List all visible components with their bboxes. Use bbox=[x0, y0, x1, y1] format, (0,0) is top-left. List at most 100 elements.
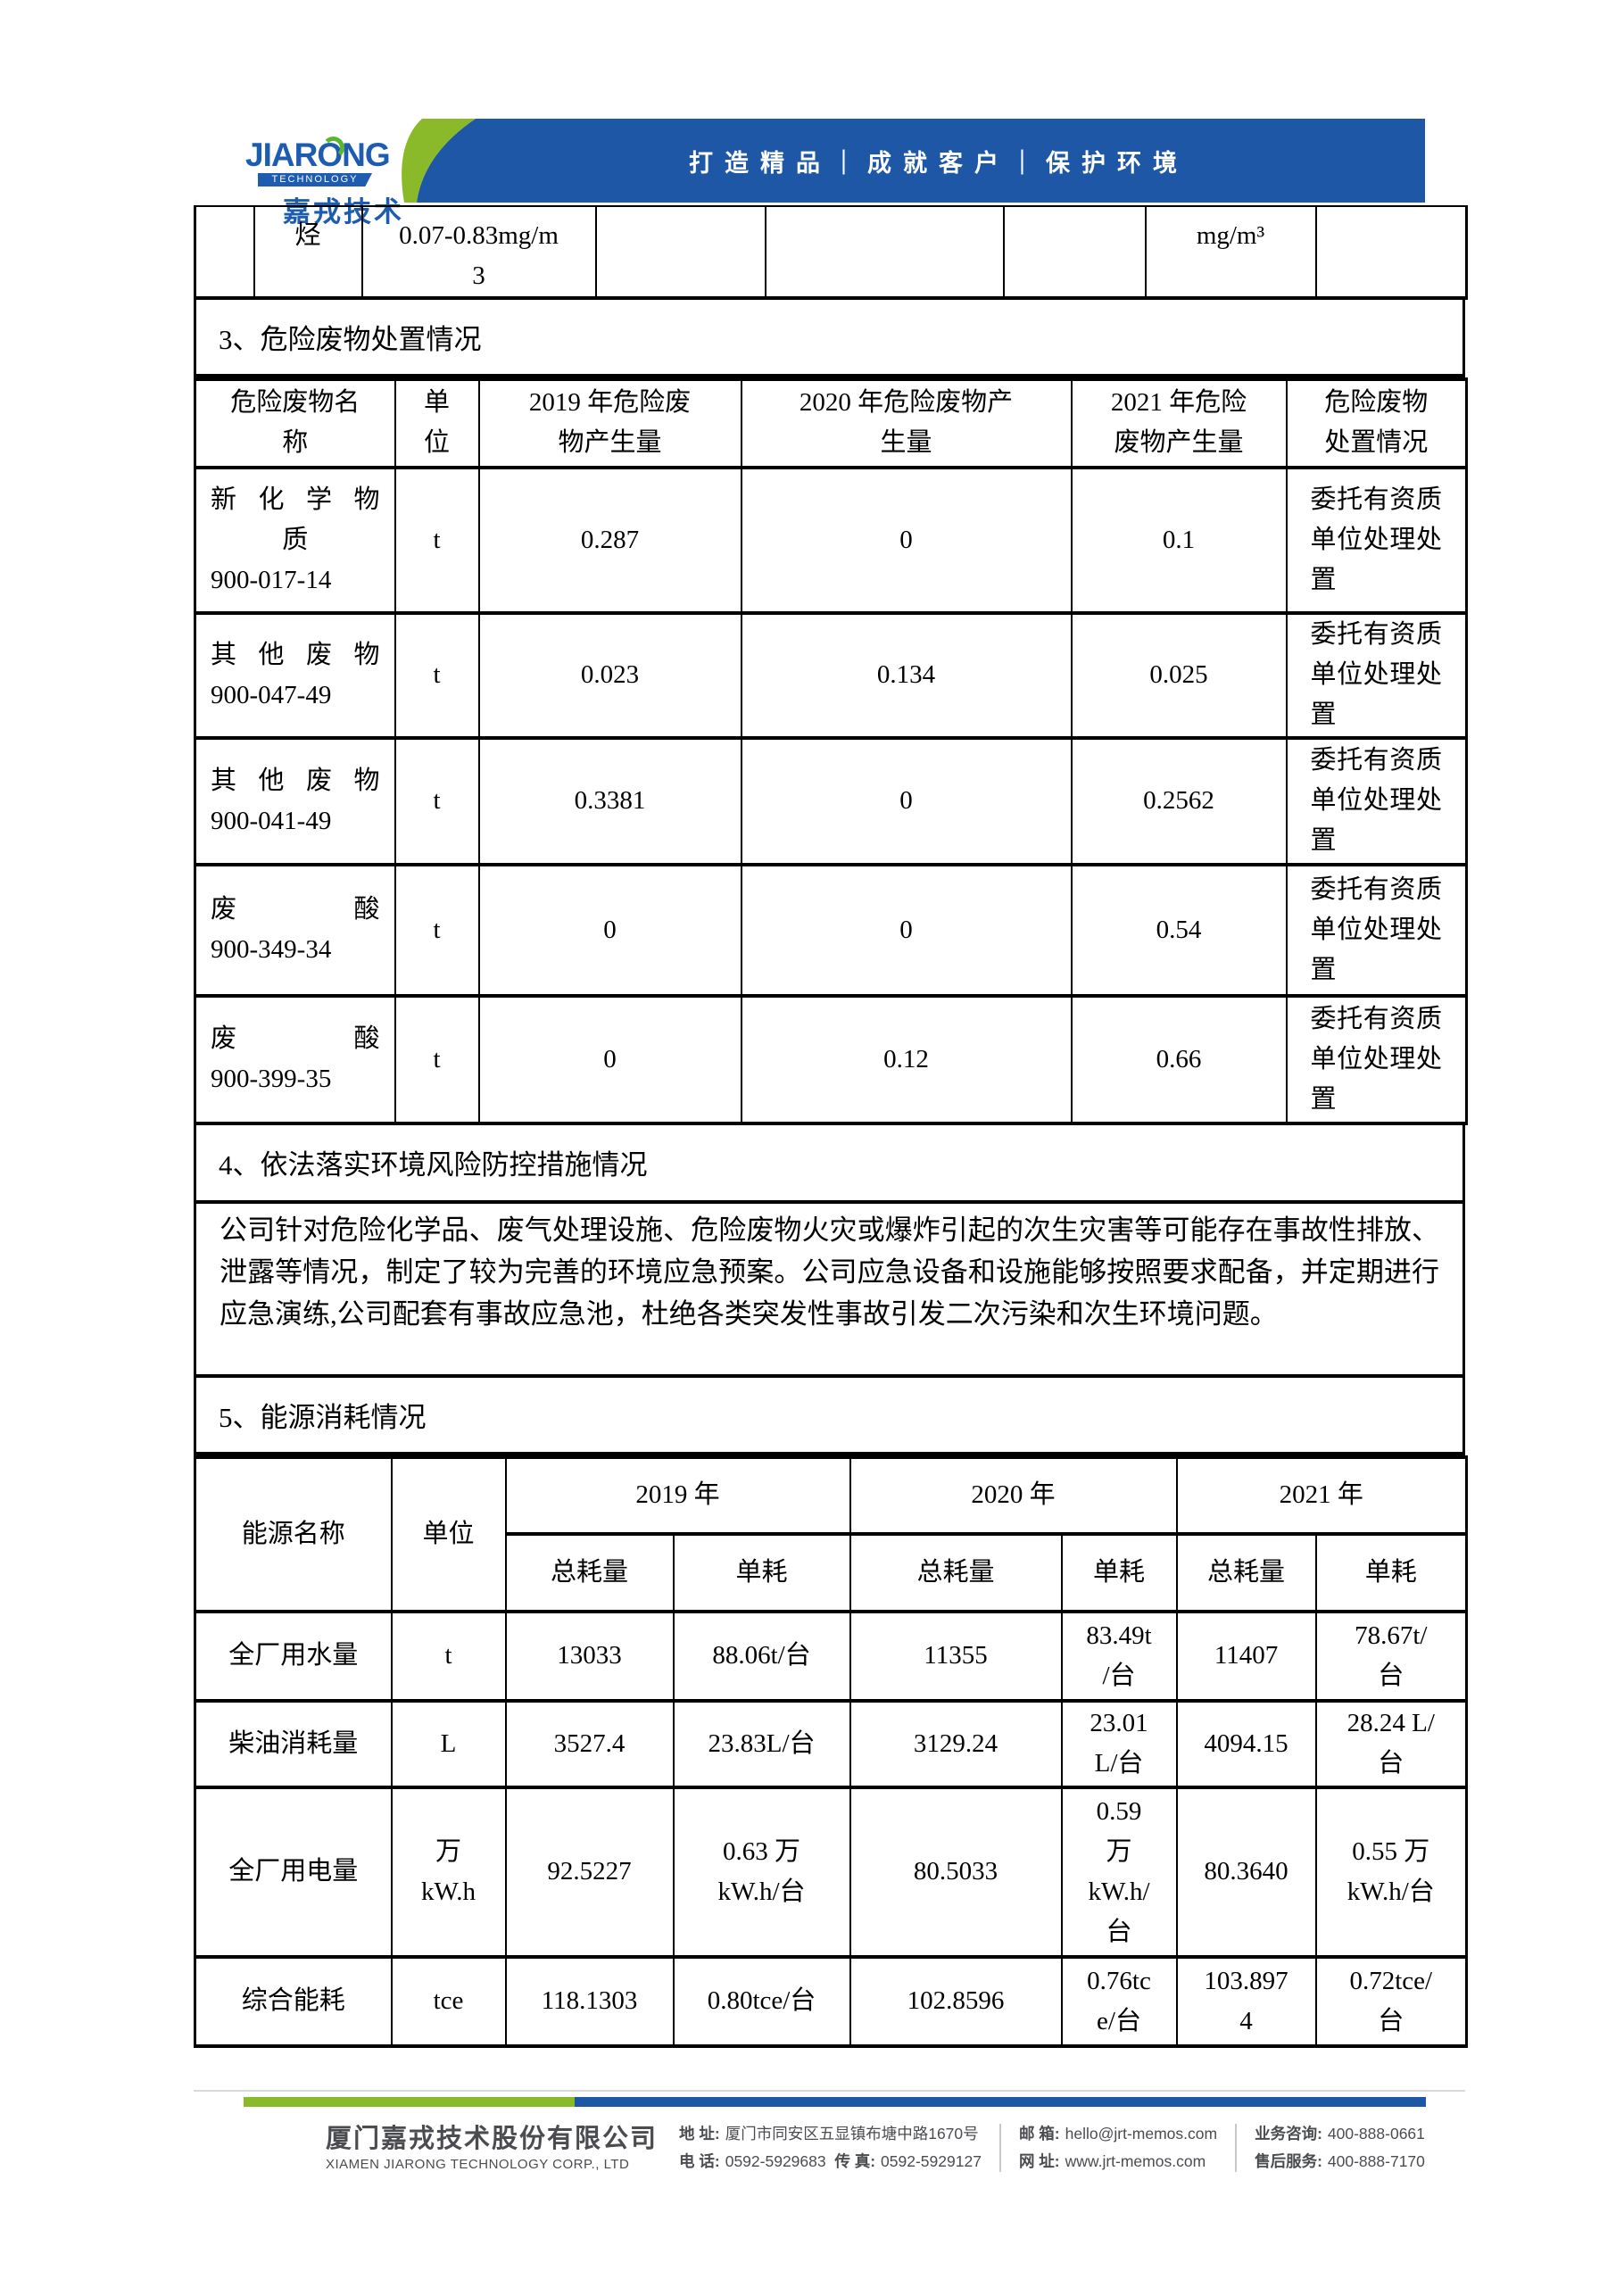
cell-per-2021: 28.24 L/ 台 bbox=[1314, 1698, 1468, 1789]
cell-energy-name: 全厂用电量 bbox=[194, 1785, 393, 1959]
table-row: 全厂用水量 t 13033 88.06t/台 11355 83.49t /台 1… bbox=[194, 1609, 1468, 1703]
cell-per-2021: 78.67t/ 台 bbox=[1314, 1609, 1468, 1703]
cell-per-2020: 83.49t /台 bbox=[1060, 1609, 1178, 1703]
cell-disposal: 委托有资质单位处理处置 bbox=[1285, 862, 1468, 998]
website-label: 网 址: bbox=[1018, 2152, 1060, 2170]
email-label: 邮 箱: bbox=[1018, 2125, 1060, 2143]
carryover-table: 烃 0.07-0.83mg/m 3 mg/m³ bbox=[194, 205, 1468, 300]
banner-slogan: 打造精品｜成就客户｜保护环境 bbox=[689, 149, 1189, 177]
cell-waste-name: 废 酸 900-349-34 bbox=[194, 862, 396, 998]
cell-total-2021: 4094.15 bbox=[1175, 1698, 1317, 1789]
cell-unit: t bbox=[394, 735, 480, 866]
footer-service-line: 售后服务: 400-888-7170 bbox=[1255, 2148, 1425, 2176]
col-header-waste-name: 危险废物名 称 bbox=[194, 377, 396, 469]
section3-title: 3、危险废物处置情况 bbox=[194, 299, 1465, 377]
cell-2020: 0 bbox=[740, 465, 1073, 615]
footer-contact-hotline-group: 业务咨询: 400-888-0661 售后服务: 400-888-7170 bbox=[1255, 2120, 1425, 2176]
col-header-unit: 单 位 bbox=[394, 377, 480, 469]
cell-unit: t bbox=[390, 1609, 507, 1703]
table-row: 废 酸 900-399-35 t 0 0.12 0.66 委托有资质单位处理处置 bbox=[194, 993, 1468, 1125]
cell-empty bbox=[594, 205, 766, 300]
footer-business-line: 业务咨询: 400-888-0661 bbox=[1255, 2120, 1425, 2148]
cell-energy-name: 综合能耗 bbox=[194, 1954, 393, 2048]
phone-label: 电 话: bbox=[679, 2152, 720, 2170]
cell-2020: 0 bbox=[740, 862, 1073, 998]
footer-address-line: 地 址: 厦门市同安区五显镇布塘中路1670号 bbox=[679, 2120, 982, 2148]
col-header-total-2020: 总耗量 bbox=[849, 1531, 1063, 1613]
cell-per-2020: 23.01 L/台 bbox=[1060, 1698, 1178, 1789]
hazardous-waste-table: 危险废物名 称 单 位 2019 年危险废 物产生量 2020 年危险废物产 生… bbox=[194, 377, 1468, 1125]
cell-empty bbox=[1314, 205, 1468, 300]
fax-value: 0592-5929127 bbox=[881, 2152, 982, 2170]
cell-2019: 0.287 bbox=[477, 465, 742, 615]
col-header-per-2020: 单耗 bbox=[1060, 1531, 1178, 1613]
logo-o-green-swirl-icon: O bbox=[317, 137, 344, 173]
cell-unit: t bbox=[394, 610, 480, 740]
table-row: 综合能耗 tce 118.1303 0.80tce/台 102.8596 0.7… bbox=[194, 1954, 1468, 2048]
col-header-2020: 2020 年危险废物产 生量 bbox=[740, 377, 1073, 469]
col-header-total-2019: 总耗量 bbox=[504, 1531, 675, 1613]
header-banner: 打造精品｜成就客户｜保护环境 bbox=[399, 119, 1425, 203]
col-header-disposal: 危险废物 处置情况 bbox=[1285, 377, 1468, 469]
company-name-en: XIAMEN JIARONG TECHNOLOGY CORP., LTD bbox=[326, 2157, 630, 2172]
cell-pollutant: 烃 bbox=[253, 205, 363, 300]
cell-disposal: 委托有资质单位处理处置 bbox=[1285, 735, 1468, 866]
cell-total-2021: 80.3640 bbox=[1175, 1785, 1317, 1959]
cell-empty bbox=[764, 205, 1005, 300]
cell-total-2019: 92.5227 bbox=[504, 1785, 675, 1959]
col-header-per-2021: 单耗 bbox=[1314, 1531, 1468, 1613]
footer-vertical-divider bbox=[998, 2124, 1001, 2172]
cell-2019: 0.023 bbox=[477, 610, 742, 740]
service-hotline-value: 400-888-7170 bbox=[1327, 2152, 1425, 2170]
cell-per-2021: 0.72tce/ 台 bbox=[1314, 1954, 1468, 2048]
business-hotline-label: 业务咨询: bbox=[1255, 2125, 1322, 2143]
cell-waste-name: 其 他 废 物 900-047-49 bbox=[194, 610, 396, 740]
cell-waste-name: 废 酸 900-399-35 bbox=[194, 993, 396, 1125]
cell-waste-name: 其 他 废 物 900-041-49 bbox=[194, 735, 396, 866]
service-hotline-label: 售后服务: bbox=[1255, 2152, 1322, 2170]
cell-total-2019: 13033 bbox=[504, 1609, 675, 1703]
cell-2021: 0.54 bbox=[1070, 862, 1288, 998]
cell-2019: 0 bbox=[477, 862, 742, 998]
cell-unit: t bbox=[394, 993, 480, 1125]
cell-energy-name: 全厂用水量 bbox=[194, 1609, 393, 1703]
logo-subtitle: TECHNOLOGY bbox=[258, 173, 372, 186]
footer-contact-web-group: 邮 箱: hello@jrt-memos.com 网 址: www.jrt-memo… bbox=[1019, 2120, 1217, 2176]
fax-label: 传 真: bbox=[834, 2152, 876, 2170]
banner-swoosh-graphic bbox=[402, 119, 1425, 203]
col-header-total-2021: 总耗量 bbox=[1175, 1531, 1317, 1613]
cell-2021: 0.2562 bbox=[1070, 735, 1288, 866]
cell-empty bbox=[1002, 205, 1147, 300]
company-name-cn: 厦门嘉戎技术股份有限公司 bbox=[326, 2125, 659, 2153]
cell-2020: 0 bbox=[740, 735, 1073, 866]
phone-value: 0592-5929683 bbox=[725, 2152, 826, 2170]
cell-2019: 0.3381 bbox=[477, 735, 742, 866]
footer-blue-bar bbox=[575, 2097, 1426, 2107]
cell-2019: 0 bbox=[477, 993, 742, 1125]
table-row: 烃 0.07-0.83mg/m 3 mg/m³ bbox=[194, 205, 1468, 300]
address-label: 地 址: bbox=[679, 2125, 720, 2143]
energy-consumption-table: 能源名称 单位 2019 年 2020 年 2021 年 总耗量 单耗 总耗量 … bbox=[194, 1455, 1469, 2048]
cell-unit: tce bbox=[390, 1954, 507, 2048]
cell-2020: 0.12 bbox=[740, 993, 1073, 1125]
cell-disposal: 委托有资质单位处理处置 bbox=[1285, 993, 1468, 1125]
cell-total-2019: 118.1303 bbox=[504, 1954, 675, 2048]
cell-unit: t bbox=[394, 862, 480, 998]
col-header-year-2019: 2019 年 bbox=[504, 1455, 851, 1536]
table-header-row: 危险废物名 称 单 位 2019 年危险废 物产生量 2020 年危险废物产 生… bbox=[194, 377, 1468, 469]
col-header-per-2019: 单耗 bbox=[672, 1531, 851, 1613]
cell-energy-name: 柴油消耗量 bbox=[194, 1698, 393, 1789]
website-value: www.jrt-memos.com bbox=[1065, 2152, 1206, 2170]
cell-per-2019: 23.83L/台 bbox=[672, 1698, 851, 1789]
footer-vertical-divider bbox=[1235, 2124, 1238, 2172]
footer-phone-line: 电 话: 0592-5929683 传 真: 0592-5929127 bbox=[679, 2148, 982, 2176]
footer-divider-line bbox=[194, 2090, 1465, 2092]
table-row: 其 他 废 物 900-047-49 t 0.023 0.134 0.025 委… bbox=[194, 610, 1468, 740]
cell-per-2019: 0.80tce/台 bbox=[672, 1954, 851, 2048]
cell-range-value: 0.07-0.83mg/m 3 bbox=[360, 205, 597, 300]
cell-total-2020: 80.5033 bbox=[849, 1785, 1063, 1959]
table-row: 新 化 学 物 质 900-017-14 t 0.287 0 0.1 委托有资质… bbox=[194, 465, 1468, 615]
table-row: 柴油消耗量 L 3527.4 23.83L/台 3129.24 23.01 L/… bbox=[194, 1698, 1468, 1789]
business-hotline-value: 400-888-0661 bbox=[1327, 2125, 1425, 2143]
footer-green-bar bbox=[244, 2097, 575, 2107]
